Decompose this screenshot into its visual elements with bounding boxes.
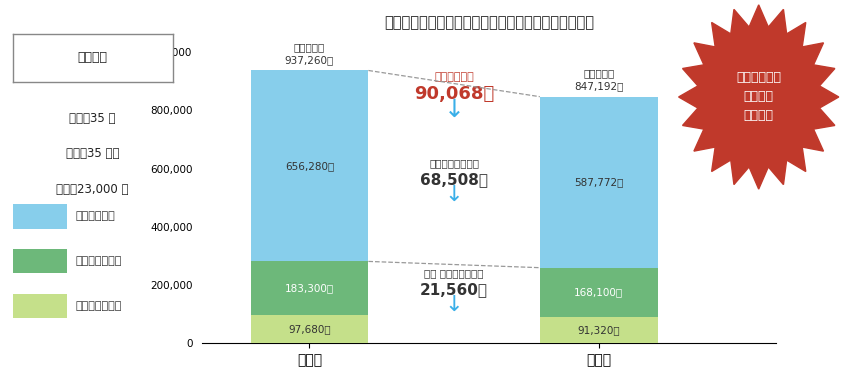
Text: 税金（所得税）: 税金（所得税） [76,301,122,311]
Text: ↓: ↓ [445,295,464,315]
Text: ↓: ↓ [443,98,464,122]
Text: 年齢：35 歳: 年齢：35 歳 [69,112,116,125]
Text: 168,100円: 168,100円 [574,287,623,297]
Text: 社会保険料等
と税金の
削減効果: 社会保険料等 と税金の 削減効果 [736,72,781,122]
Text: 年間合計差額: 年間合計差額 [434,72,474,82]
Text: 97,680円: 97,680円 [288,324,330,334]
Text: 68,508円: 68,508円 [420,172,488,187]
Bar [540,268,658,317]
Text: 掛金：23,000 円: 掛金：23,000 円 [56,183,129,196]
Text: 月収：35 万円: 月収：35 万円 [66,147,120,160]
Text: 年間 住民税／所得税: 年間 住民税／所得税 [424,268,484,278]
Text: ↓: ↓ [445,185,464,205]
Text: １年あたりの税金・社会保険料等の軽減効果（概算）: １年あたりの税金・社会保険料等の軽減効果（概算） [384,15,594,30]
Text: 年間社会保険料等: 年間社会保険料等 [429,158,479,168]
Bar [540,317,658,343]
Text: 社会保険料等: 社会保険料等 [76,211,115,221]
Text: 656,280円: 656,280円 [285,161,334,171]
Bar [540,97,658,268]
Polygon shape [679,5,839,189]
Bar [250,261,368,315]
Text: 90,068円: 90,068円 [414,85,494,103]
Text: 21,560円: 21,560円 [420,282,488,297]
Text: 加入前合計
937,260円: 加入前合計 937,260円 [285,42,334,65]
Text: 91,320円: 91,320円 [577,325,620,335]
Text: 183,300円: 183,300円 [285,283,334,293]
Bar [250,70,368,261]
Text: 587,772円: 587,772円 [574,177,624,187]
Text: 前提条件: 前提条件 [78,51,108,64]
Text: 税金（住民税）: 税金（住民税） [76,256,122,266]
Bar [250,315,368,343]
Text: 加入後合計
847,192円: 加入後合計 847,192円 [574,68,624,91]
